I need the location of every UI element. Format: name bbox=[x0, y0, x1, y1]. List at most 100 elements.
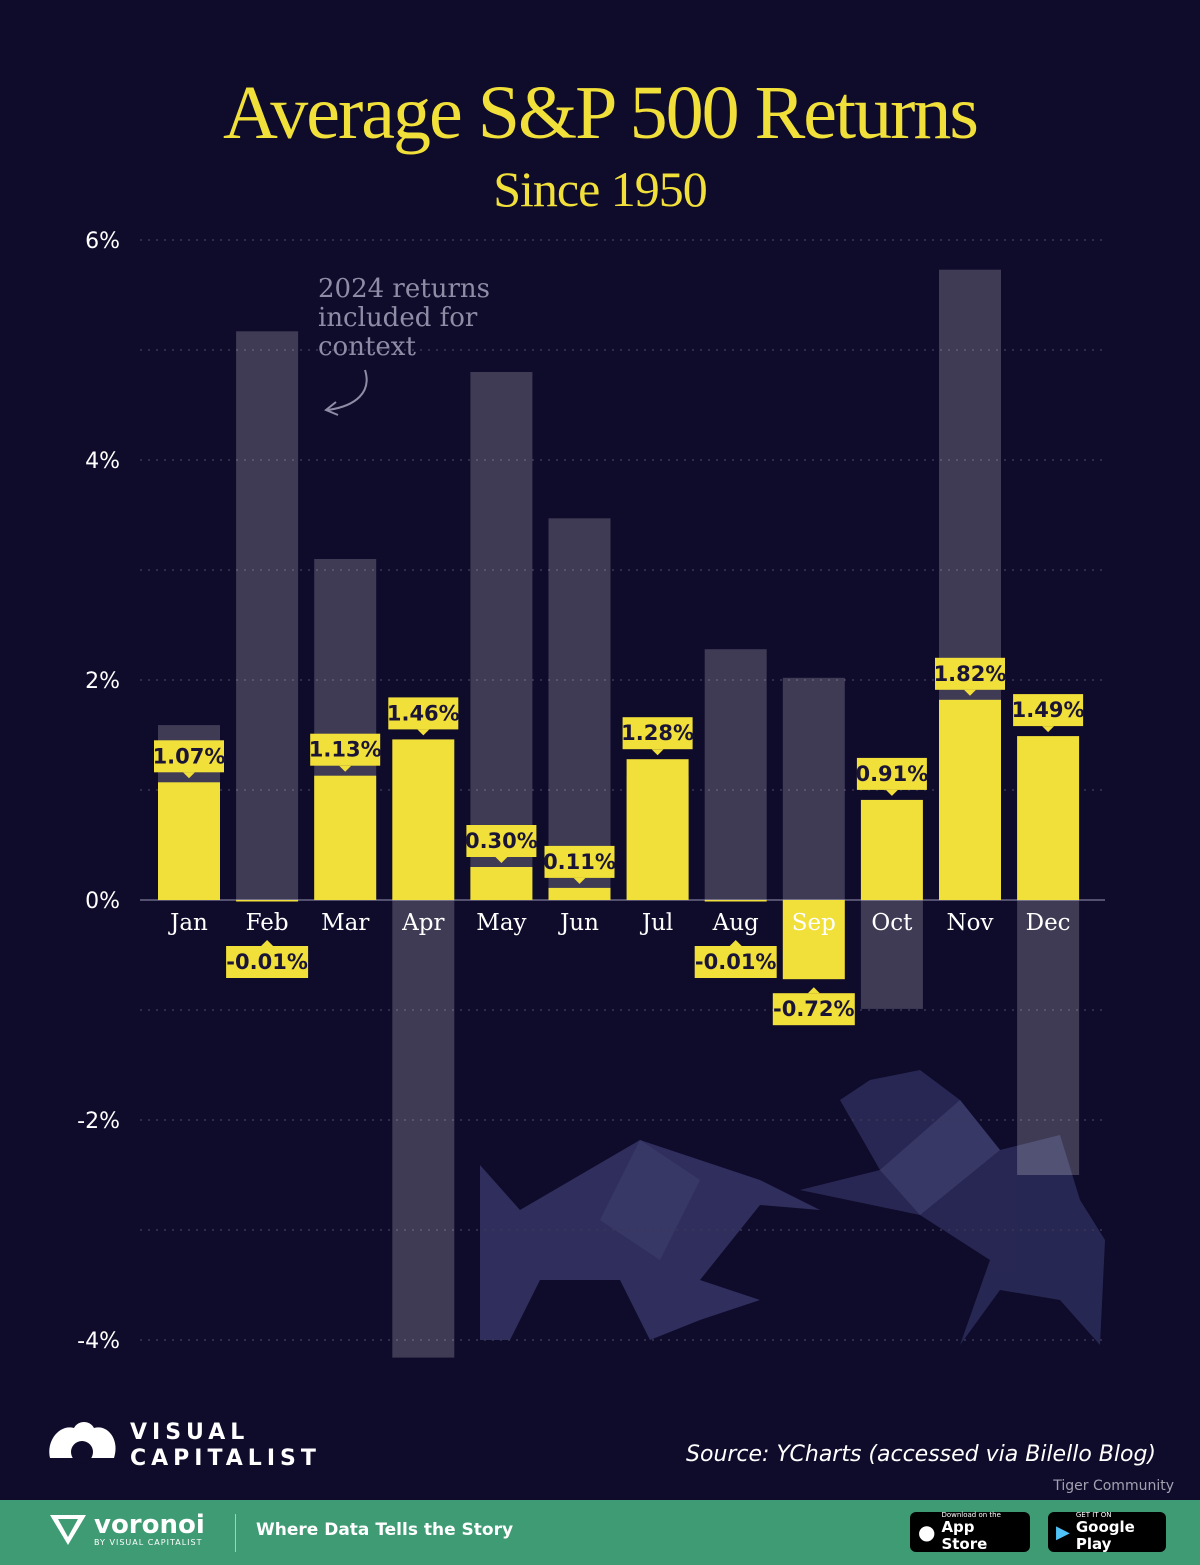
google-play-button[interactable]: ▶ GET IT ON Google Play bbox=[1048, 1511, 1166, 1553]
context-bar-2024 bbox=[470, 372, 533, 900]
value-label: -0.01% bbox=[695, 950, 777, 974]
value-label: 1.28% bbox=[621, 721, 694, 745]
value-label-pointer bbox=[495, 857, 508, 863]
month-label: May bbox=[476, 910, 526, 936]
brand-subtitle: BY VISUAL CAPITALIST bbox=[94, 1538, 203, 1547]
value-label-box bbox=[1013, 694, 1084, 727]
chart-title: Average S&P 500 Returns bbox=[222, 71, 979, 155]
value-label-pointer bbox=[573, 877, 586, 884]
annotation-arrowhead bbox=[324, 401, 339, 416]
average-bar bbox=[626, 759, 689, 900]
value-label-box bbox=[544, 845, 615, 878]
app-store-small: Download on the bbox=[941, 1511, 1001, 1519]
play-icon: ▶ bbox=[1056, 1521, 1070, 1543]
voronoi-logo[interactable]: voronoi BY VISUAL CAPITALIST bbox=[48, 1512, 205, 1547]
average-bar bbox=[1017, 736, 1080, 900]
app-store-button[interactable]: ● Download on the App Store bbox=[910, 1511, 1030, 1553]
value-label-box bbox=[772, 993, 855, 1026]
month-label: Nov bbox=[947, 910, 994, 936]
month-label: Jun bbox=[558, 910, 599, 936]
annotation: 2024 returns included for context bbox=[318, 274, 490, 416]
context-bar-2024 bbox=[1017, 900, 1080, 1175]
source-note: Source: YCharts (accessed via Bilello Bl… bbox=[686, 1442, 1156, 1467]
context-bar-2024 bbox=[392, 900, 455, 1358]
value-label-pointer bbox=[261, 940, 274, 946]
visual-capitalist-logo: VISUAL CAPITALIST bbox=[44, 1418, 321, 1474]
annotation-line-2: included for bbox=[318, 303, 478, 333]
average-bar bbox=[392, 739, 455, 900]
average-bar bbox=[939, 699, 1001, 900]
value-label-box bbox=[388, 697, 459, 730]
footer-bar: voronoi BY VISUAL CAPITALIST Where Data … bbox=[0, 1500, 1200, 1565]
visual-capitalist-icon bbox=[49, 1422, 116, 1463]
annotation-arrow bbox=[327, 369, 368, 411]
average-bar bbox=[860, 799, 923, 900]
y-tick-label: 0% bbox=[85, 889, 120, 914]
value-label: -0.01% bbox=[226, 950, 308, 974]
month-label: Feb bbox=[246, 910, 289, 936]
y-tick-label: -4% bbox=[77, 1329, 120, 1354]
value-label: 1.46% bbox=[387, 701, 460, 725]
value-label-box bbox=[935, 657, 1005, 690]
value-label-pointer bbox=[417, 729, 430, 736]
month-label: Aug bbox=[712, 910, 759, 936]
value-label-box bbox=[226, 946, 309, 978]
value-label-box bbox=[154, 740, 224, 773]
value-label-pointer bbox=[964, 689, 976, 696]
value-label: 1.82% bbox=[934, 662, 1007, 686]
value-label-pointer bbox=[183, 772, 195, 779]
context-bar-2024 bbox=[860, 900, 923, 1009]
google-play-label: Google Play bbox=[1075, 1518, 1135, 1553]
bull-bear-illustration bbox=[480, 1070, 1105, 1345]
context-bar-2024 bbox=[236, 331, 299, 900]
brand-name: voronoi bbox=[94, 1510, 205, 1540]
value-label: 0.30% bbox=[465, 829, 538, 853]
logo-line-1: VISUAL bbox=[130, 1420, 250, 1445]
context-bar-2024 bbox=[704, 649, 767, 900]
y-tick-label: 2% bbox=[85, 669, 120, 694]
value-label-box bbox=[310, 733, 381, 766]
value-label-box bbox=[694, 946, 777, 978]
month-label: Oct bbox=[871, 910, 913, 936]
average-bar bbox=[158, 782, 220, 900]
footer-divider bbox=[235, 1514, 236, 1552]
average-bar bbox=[236, 900, 299, 902]
value-label-pointer bbox=[729, 940, 742, 946]
value-label: 0.91% bbox=[855, 762, 928, 786]
voronoi-icon bbox=[50, 1514, 86, 1545]
value-label-pointer bbox=[1042, 726, 1055, 733]
value-label: 1.13% bbox=[309, 738, 382, 762]
chart-subtitle: Since 1950 bbox=[493, 161, 708, 217]
annotation-line-1: 2024 returns bbox=[318, 274, 490, 304]
value-label-box bbox=[622, 717, 693, 750]
value-label-pointer bbox=[339, 765, 352, 772]
value-label-box bbox=[856, 757, 927, 790]
month-label: Jan bbox=[168, 910, 208, 936]
context-bar-2024 bbox=[782, 677, 845, 900]
annotation-line-3: context bbox=[318, 332, 416, 362]
average-bar bbox=[314, 775, 377, 900]
value-label: -0.72% bbox=[773, 997, 855, 1021]
y-tick-label: 6% bbox=[85, 229, 120, 254]
month-label: Apr bbox=[401, 910, 444, 936]
y-tick-label: -2% bbox=[77, 1109, 120, 1134]
context-bar-2024 bbox=[548, 518, 611, 900]
value-label: 0.11% bbox=[543, 850, 616, 874]
logo-line-2: CAPITALIST bbox=[130, 1446, 321, 1471]
average-bar bbox=[782, 900, 845, 980]
value-label-pointer bbox=[885, 789, 898, 796]
watermark: Tiger Community bbox=[1053, 1478, 1174, 1494]
average-bar bbox=[548, 887, 611, 900]
y-tick-label: 4% bbox=[85, 449, 120, 474]
value-label-pointer bbox=[651, 749, 664, 756]
month-label: Mar bbox=[321, 910, 369, 936]
value-label: 1.49% bbox=[1012, 698, 1085, 722]
average-bar bbox=[470, 867, 533, 900]
value-label: 1.07% bbox=[153, 744, 226, 768]
apple-icon: ● bbox=[918, 1520, 936, 1544]
average-bar bbox=[704, 900, 767, 902]
bar-chart: 6% 4% 2% 0% -2% -4% Jan 1.07% Feb -0.01% Mar 1.13%… bbox=[77, 229, 1105, 1358]
value-label-box bbox=[466, 825, 537, 857]
month-label: Jul bbox=[640, 910, 673, 936]
month-label: Sep bbox=[792, 910, 836, 936]
